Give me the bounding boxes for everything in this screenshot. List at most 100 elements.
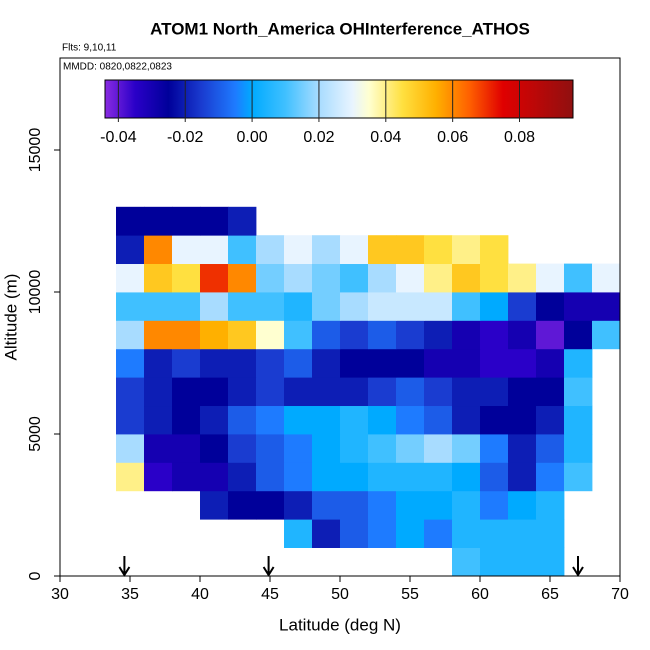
heat-cell (536, 377, 565, 407)
colorbar-tick-label: 0.08 (504, 129, 535, 146)
heat-cell (256, 462, 285, 492)
heat-cell (564, 320, 593, 350)
heat-cell (200, 320, 229, 350)
heat-cell (228, 405, 257, 435)
heat-cell (480, 405, 509, 435)
heat-cell (228, 348, 257, 378)
heat-cell (424, 320, 453, 350)
heat-cell (452, 462, 481, 492)
annotation: MMDD: 0820,0822,0823 (63, 62, 172, 73)
heat-cell (508, 348, 537, 378)
heat-cell (284, 263, 313, 293)
heat-cell (396, 348, 425, 378)
heat-cell (508, 490, 537, 520)
heat-cell (368, 462, 397, 492)
heat-cell (480, 434, 509, 463)
heat-cell (396, 292, 425, 321)
heat-cell (368, 434, 397, 463)
heat-cell (144, 348, 173, 378)
colorbar (104, 79, 574, 119)
heat-cell (172, 263, 201, 293)
heat-cell (564, 434, 593, 463)
heat-cell (116, 462, 145, 492)
heat-cell (424, 462, 453, 492)
heat-cell (340, 348, 369, 378)
heat-cell (564, 405, 593, 435)
heat-cell (564, 348, 593, 378)
heat-cell (508, 377, 537, 407)
heat-cell (368, 235, 397, 265)
heat-cell (284, 462, 313, 492)
heat-cell (340, 292, 369, 321)
heat-cell (508, 462, 537, 492)
heat-cell (172, 235, 201, 265)
x-tick-label: 55 (401, 586, 419, 603)
colorbar-tick-label: 0.00 (237, 129, 268, 146)
heat-cell (256, 235, 285, 265)
heat-cell (592, 263, 621, 293)
heat-cell (116, 434, 145, 463)
heat-cell (368, 263, 397, 293)
heat-cell (480, 348, 509, 378)
heat-cell (144, 263, 173, 293)
heat-cell (116, 206, 145, 236)
heat-cell (452, 547, 481, 577)
heat-cell (172, 292, 201, 321)
heat-cell (144, 434, 173, 463)
heat-cell (144, 377, 173, 407)
heat-cell (508, 519, 537, 549)
heat-cell (368, 377, 397, 407)
heat-cell (536, 405, 565, 435)
heat-cell (452, 292, 481, 321)
heat-cell (312, 292, 341, 321)
heat-cell (368, 320, 397, 350)
heat-cell (536, 320, 565, 350)
heat-cell (200, 206, 229, 236)
heat-cell (480, 235, 509, 265)
heat-cell (452, 434, 481, 463)
heat-cell (312, 462, 341, 492)
heat-cell (396, 377, 425, 407)
x-tick-label: 65 (541, 586, 559, 603)
x-tick-label: 60 (471, 586, 489, 603)
heat-cell (424, 490, 453, 520)
heat-cell (172, 377, 201, 407)
heat-cell (200, 462, 229, 492)
heat-cell (284, 434, 313, 463)
y-tick-label: 15000 (27, 128, 44, 173)
heat-cell (172, 348, 201, 378)
heat-cell (424, 405, 453, 435)
heat-cell (172, 434, 201, 463)
heat-cell (256, 490, 285, 520)
heat-cell (396, 263, 425, 293)
heat-cell (116, 348, 145, 378)
heat-cell (396, 434, 425, 463)
heat-cell (508, 434, 537, 463)
x-axis-label: Latitude (deg N) (279, 615, 401, 634)
heat-cell (116, 377, 145, 407)
heat-cell (508, 320, 537, 350)
x-tick-label: 35 (121, 586, 139, 603)
heat-cell (396, 320, 425, 350)
heat-cell (228, 490, 257, 520)
heat-cell (424, 519, 453, 549)
heat-cell (116, 235, 145, 265)
heat-cell (536, 348, 565, 378)
heat-cell (312, 434, 341, 463)
heat-cell (508, 292, 537, 321)
heat-cell (228, 377, 257, 407)
heat-cell (284, 235, 313, 265)
heat-cell (256, 320, 285, 350)
heat-cell (116, 405, 145, 435)
heat-cell (340, 519, 369, 549)
heat-cell (480, 547, 509, 577)
x-tick-label: 70 (611, 586, 629, 603)
heat-cell (116, 292, 145, 321)
heat-cell (256, 377, 285, 407)
heat-cell (368, 348, 397, 378)
x-tick-label: 50 (331, 586, 349, 603)
y-tick-label: 10000 (27, 270, 44, 315)
heat-cell (480, 320, 509, 350)
x-tick-label: 45 (261, 586, 279, 603)
colorbar-tick-label: 0.06 (437, 129, 468, 146)
